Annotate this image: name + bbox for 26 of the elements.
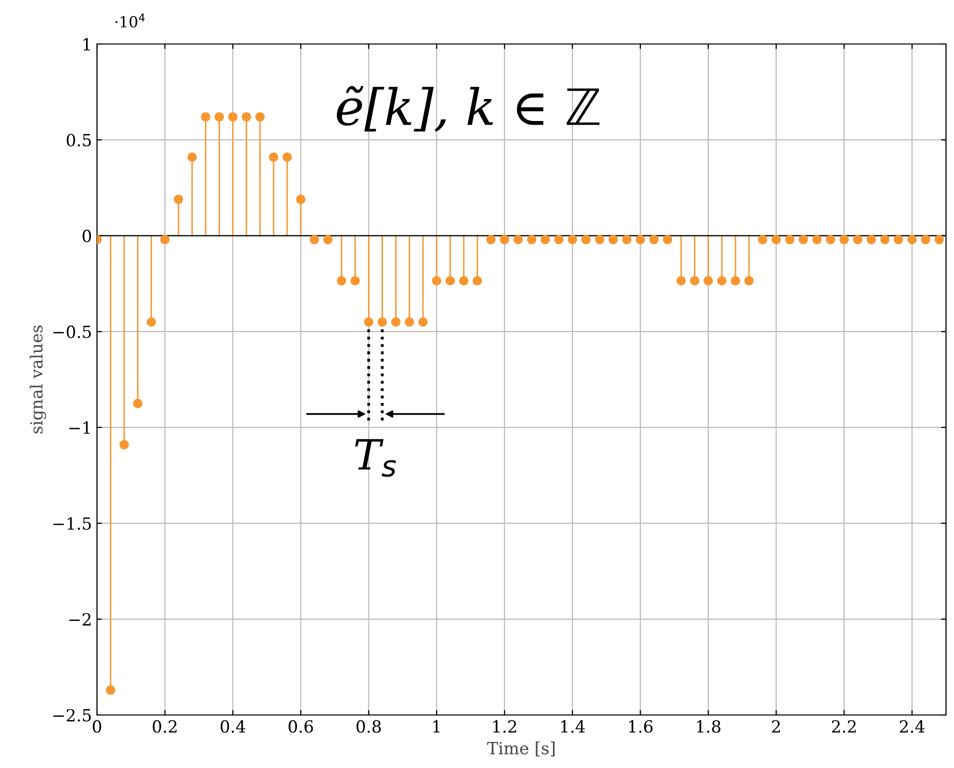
y-tick-label: 0 <box>82 230 92 242</box>
x-tick-label: 0.4 <box>220 720 246 733</box>
y-tick-label: 0.5 <box>66 134 91 146</box>
x-tick-label: 1 <box>433 720 440 733</box>
x-tick-label: 2.4 <box>900 720 924 733</box>
y-tick-label: −0.5 <box>53 326 91 338</box>
x-tick-label: 0.2 <box>152 720 177 733</box>
x-tick-label: 1.4 <box>561 720 585 733</box>
x-tick-label: 2.2 <box>832 720 856 733</box>
y-tick-label: 1 <box>84 38 90 50</box>
x-axis-title: Time [s] <box>487 742 555 756</box>
x-tick-label: 1.8 <box>697 720 720 733</box>
x-tick-label: 0.8 <box>356 720 381 733</box>
text: ·10$^{4}$ <box>115 14 145 28</box>
annotation: ẽ[k], k ∈ ℤ <box>336 86 600 132</box>
y-tick-label: −2.5 <box>53 708 91 722</box>
x-tick-label: 2 <box>772 720 780 733</box>
x-tick-label: 0.6 <box>288 720 313 733</box>
x-tick-label: 0 <box>92 720 102 733</box>
x-tick-label: 1.2 <box>493 720 516 733</box>
annotation: T$_{s}$ <box>355 439 396 477</box>
y-axis-title: signal values <box>30 326 46 434</box>
x-tick-label: 1.6 <box>629 720 653 733</box>
y-tick-label: −2 <box>69 613 90 626</box>
y-tick-label: −1 <box>69 421 90 434</box>
y-tick-label: −1.5 <box>53 517 91 530</box>
